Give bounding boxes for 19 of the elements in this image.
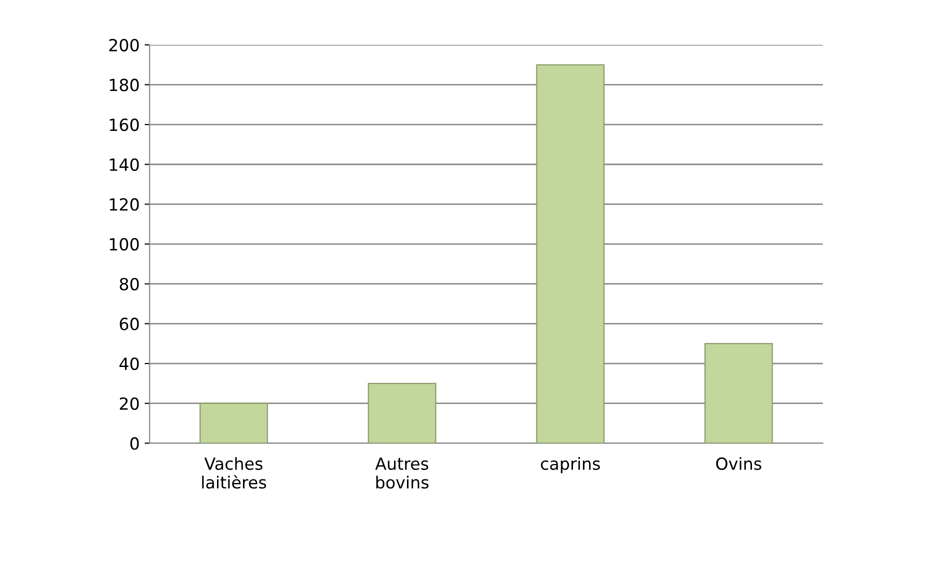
y-tick-label: 200	[109, 38, 139, 52]
y-tick-label: 140	[110, 158, 139, 171]
y-tick-label: 0	[130, 437, 139, 450]
y-tick-label: 60	[120, 318, 139, 330]
y-tick-label: 160	[110, 118, 139, 132]
x-tick-label: caprins	[540, 457, 600, 474]
bar	[200, 402, 268, 444]
bar	[368, 382, 436, 444]
y-tick-label: 180	[110, 78, 139, 92]
y-tick-label: 120	[110, 198, 139, 211]
y-tick-label: 80	[120, 278, 139, 290]
y-tick-label: 100	[110, 238, 139, 251]
y-tick-label: 20	[120, 397, 139, 410]
bar	[704, 343, 773, 444]
x-tick-label: Autres bovins	[375, 458, 428, 489]
bar	[536, 64, 605, 444]
y-tick-label: 40	[119, 357, 139, 370]
x-tick-label: Ovins	[716, 457, 762, 470]
x-tick-label: Vaches laitières	[202, 457, 266, 489]
